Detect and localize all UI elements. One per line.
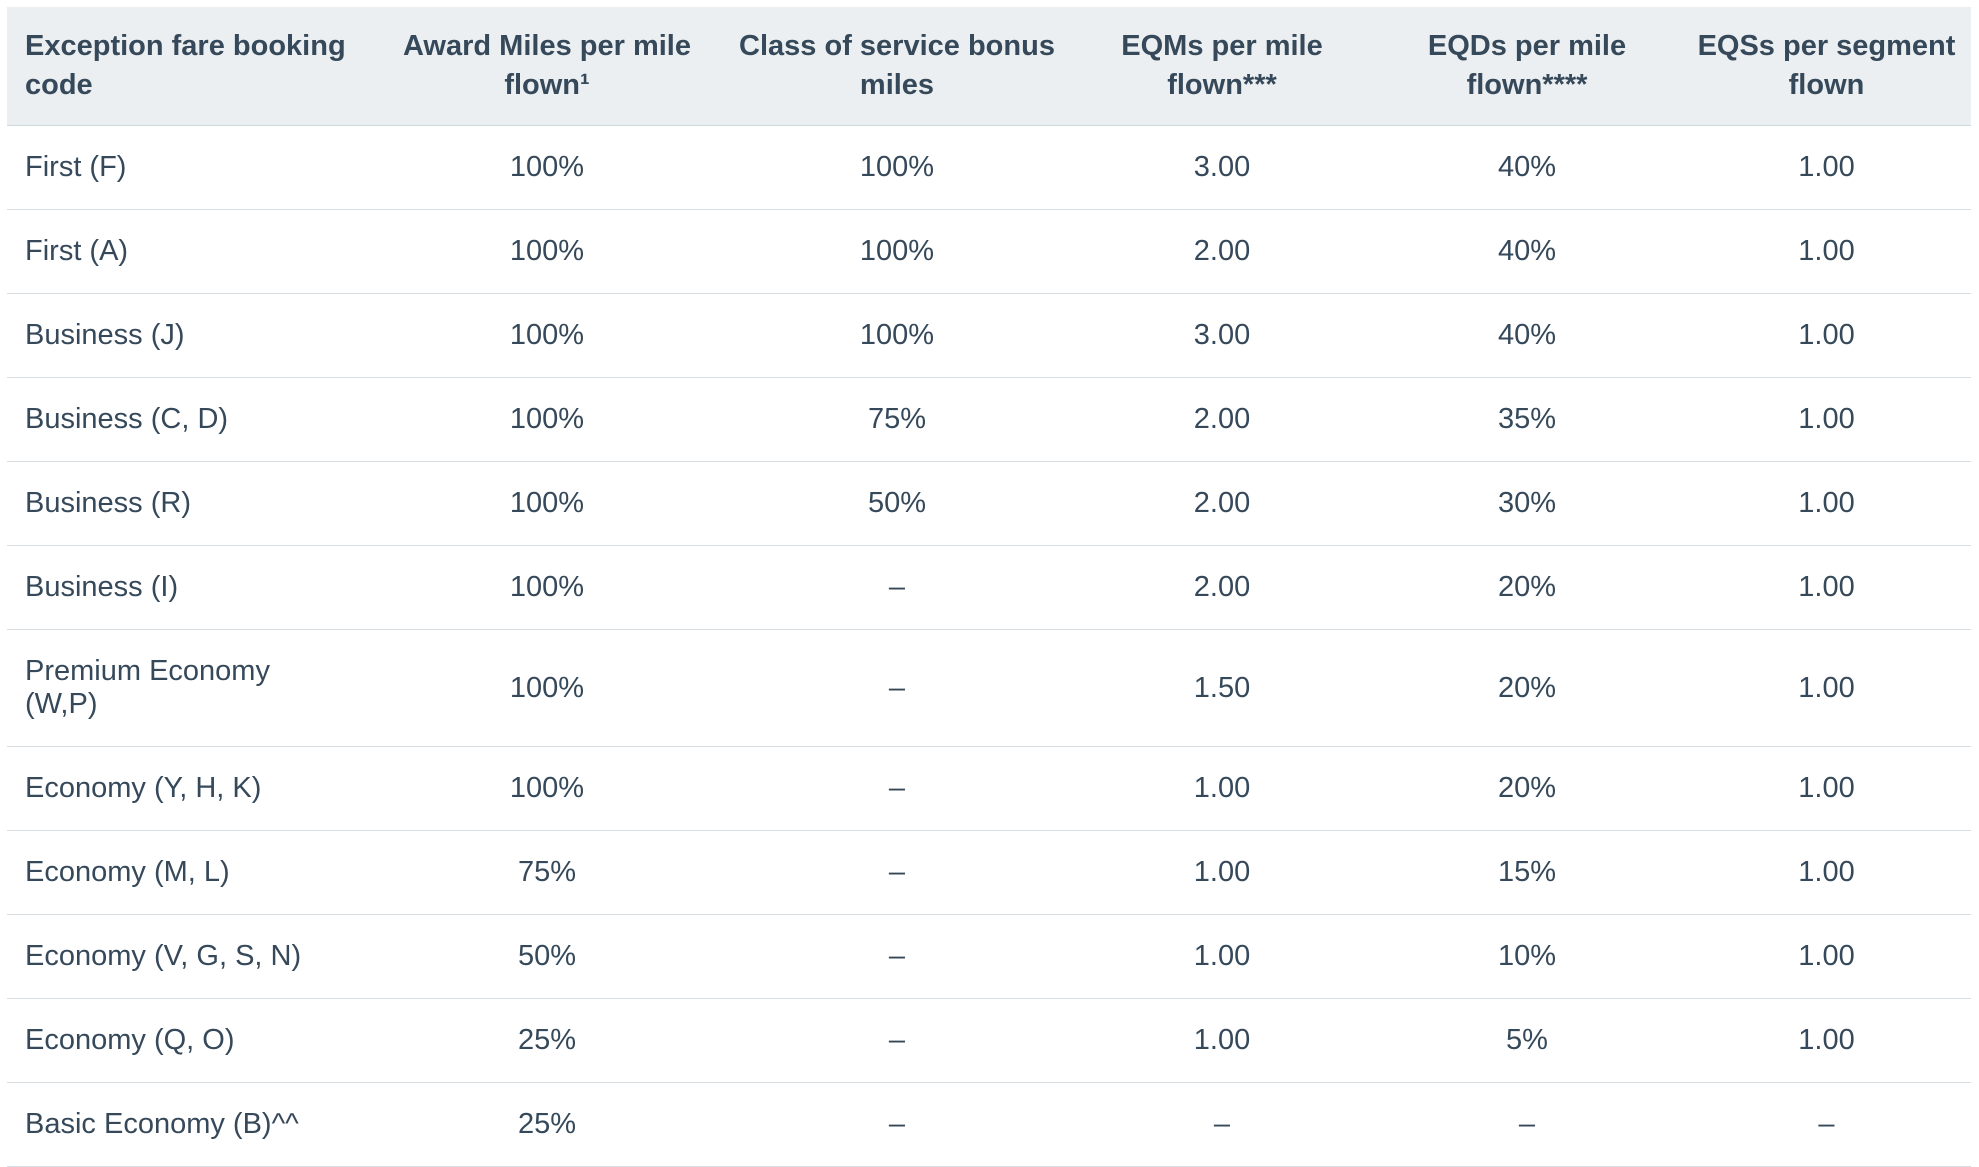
table-row: Business (C, D) 100% 75% 2.00 35% 1.00 [7,377,1971,462]
table-cell: 75% [722,377,1072,462]
table-row: Business (I) 100% –2.00 20% 1.00 [7,545,1971,630]
table-row: Business (R) 100% 50% 2.00 30% 1.00 [7,461,1971,546]
table-cell: – [722,1082,1072,1167]
table-cell: 1.00 [1072,746,1372,831]
table-cell: 30% [1372,461,1682,546]
table-row: First (A) 100% 100% 2.00 40% 1.00 [7,209,1971,294]
table-cell: 2.00 [1072,545,1372,630]
table-cell: 25% [372,998,722,1083]
booking-code-cell: Business (R) [7,461,372,546]
table-row: Business (J) 100% 100% 3.00 40% 1.00 [7,293,1971,378]
table-cell: 5% [1372,998,1682,1083]
table-cell: 1.00 [1072,998,1372,1083]
table-cell: 100% [372,461,722,546]
table-cell: 100% [372,377,722,462]
table-cell: 1.00 [1682,377,1971,462]
table-cell: 100% [372,209,722,294]
table-cell: 100% [372,629,722,747]
booking-code-cell: Premium Economy (W,P) [7,629,372,747]
booking-code-cell: Economy (V, G, S, N) [7,914,372,999]
table-cell: 100% [722,209,1072,294]
table-cell: 2.00 [1072,209,1372,294]
table-cell: 1.00 [1072,914,1372,999]
table-row: Basic Economy (B)^^ 25% – – – – [7,1082,1971,1167]
table-cell: 2.00 [1072,461,1372,546]
table-cell: 1.50 [1072,629,1372,747]
table-cell: 1.00 [1682,461,1971,546]
table-cell: 1.00 [1682,629,1971,747]
table-cell: 40% [1372,209,1682,294]
booking-code-cell: Economy (M, L) [7,830,372,915]
column-header-2: Award Miles per mile flown¹ [372,7,722,126]
column-header-5: EQDs per mile flown**** [1372,7,1682,126]
table-cell: – [722,746,1072,831]
table-cell: – [722,629,1072,747]
table-cell: 1.00 [1682,293,1971,378]
table-cell: 3.00 [1072,293,1372,378]
table-cell: – [722,830,1072,915]
table-cell: 15% [1372,830,1682,915]
table-body: First (F) 100% 100% 3.00 40% 1.00 First (A) 100… [7,125,1971,1167]
table-cell: 40% [1372,293,1682,378]
table-cell: – [1682,1082,1971,1167]
table-cell: 1.00 [1682,209,1971,294]
table-row: Economy (Y, H, K) 100% –1.00 20% 1.00 [7,746,1971,831]
table-row: Economy (Q, O) 25% –1.00 5% 1.00 [7,998,1971,1083]
table-cell: 1.00 [1072,830,1372,915]
table-cell: – [722,545,1072,630]
booking-code-cell: Basic Economy (B)^^ [7,1082,372,1167]
column-header-6: EQSs per segment flown [1682,7,1971,126]
table-cell: – [1072,1082,1372,1167]
booking-code-cell: Economy (Y, H, K) [7,746,372,831]
table-header: Exception fare booking code Award Miles p… [7,7,1971,126]
table-row: Premium Economy (W,P) 100% –1.50 20% 1.00 [7,629,1971,747]
table-cell: 100% [372,746,722,831]
table-cell: 20% [1372,545,1682,630]
table-cell: 1.00 [1682,746,1971,831]
table-row: Economy (M, L) 75% –1.00 15% 1.00 [7,830,1971,915]
table-cell: 25% [372,1082,722,1167]
booking-code-cell: Business (I) [7,545,372,630]
table-cell: 1.00 [1682,125,1971,210]
exception-fare-earning-table: Exception fare booking code Award Miles p… [7,7,1971,1167]
booking-code-cell: Economy (Q, O) [7,998,372,1083]
table-row: Economy (V, G, S, N) 50% –1.00 10% 1.00 [7,914,1971,999]
table-cell: 75% [372,830,722,915]
table-cell: 50% [722,461,1072,546]
table-row: First (F) 100% 100% 3.00 40% 1.00 [7,125,1971,210]
table-cell: 100% [372,125,722,210]
table-cell: 40% [1372,125,1682,210]
table-cell: 35% [1372,377,1682,462]
table-cell: 100% [722,293,1072,378]
booking-code-cell: First (A) [7,209,372,294]
table-cell: 50% [372,914,722,999]
column-header-1: Exception fare booking code [7,7,372,126]
booking-code-cell: Business (J) [7,293,372,378]
table-cell: 3.00 [1072,125,1372,210]
table-cell: – [722,998,1072,1083]
column-header-3: Class of service bonus miles [722,7,1072,126]
table-cell: 1.00 [1682,998,1971,1083]
table-cell: 20% [1372,629,1682,747]
booking-code-cell: Business (C, D) [7,377,372,462]
header-row: Exception fare booking code Award Miles p… [7,7,1971,126]
table-cell: – [1372,1082,1682,1167]
table-cell: 100% [372,293,722,378]
table-cell: 100% [722,125,1072,210]
table-cell: 2.00 [1072,377,1372,462]
table-cell: 10% [1372,914,1682,999]
table-cell: 1.00 [1682,830,1971,915]
column-header-4: EQMs per mile flown*** [1072,7,1372,126]
table-cell: 1.00 [1682,545,1971,630]
table-cell: – [722,914,1072,999]
table-cell: 1.00 [1682,914,1971,999]
booking-code-cell: First (F) [7,125,372,210]
table-cell: 100% [372,545,722,630]
table-cell: 20% [1372,746,1682,831]
